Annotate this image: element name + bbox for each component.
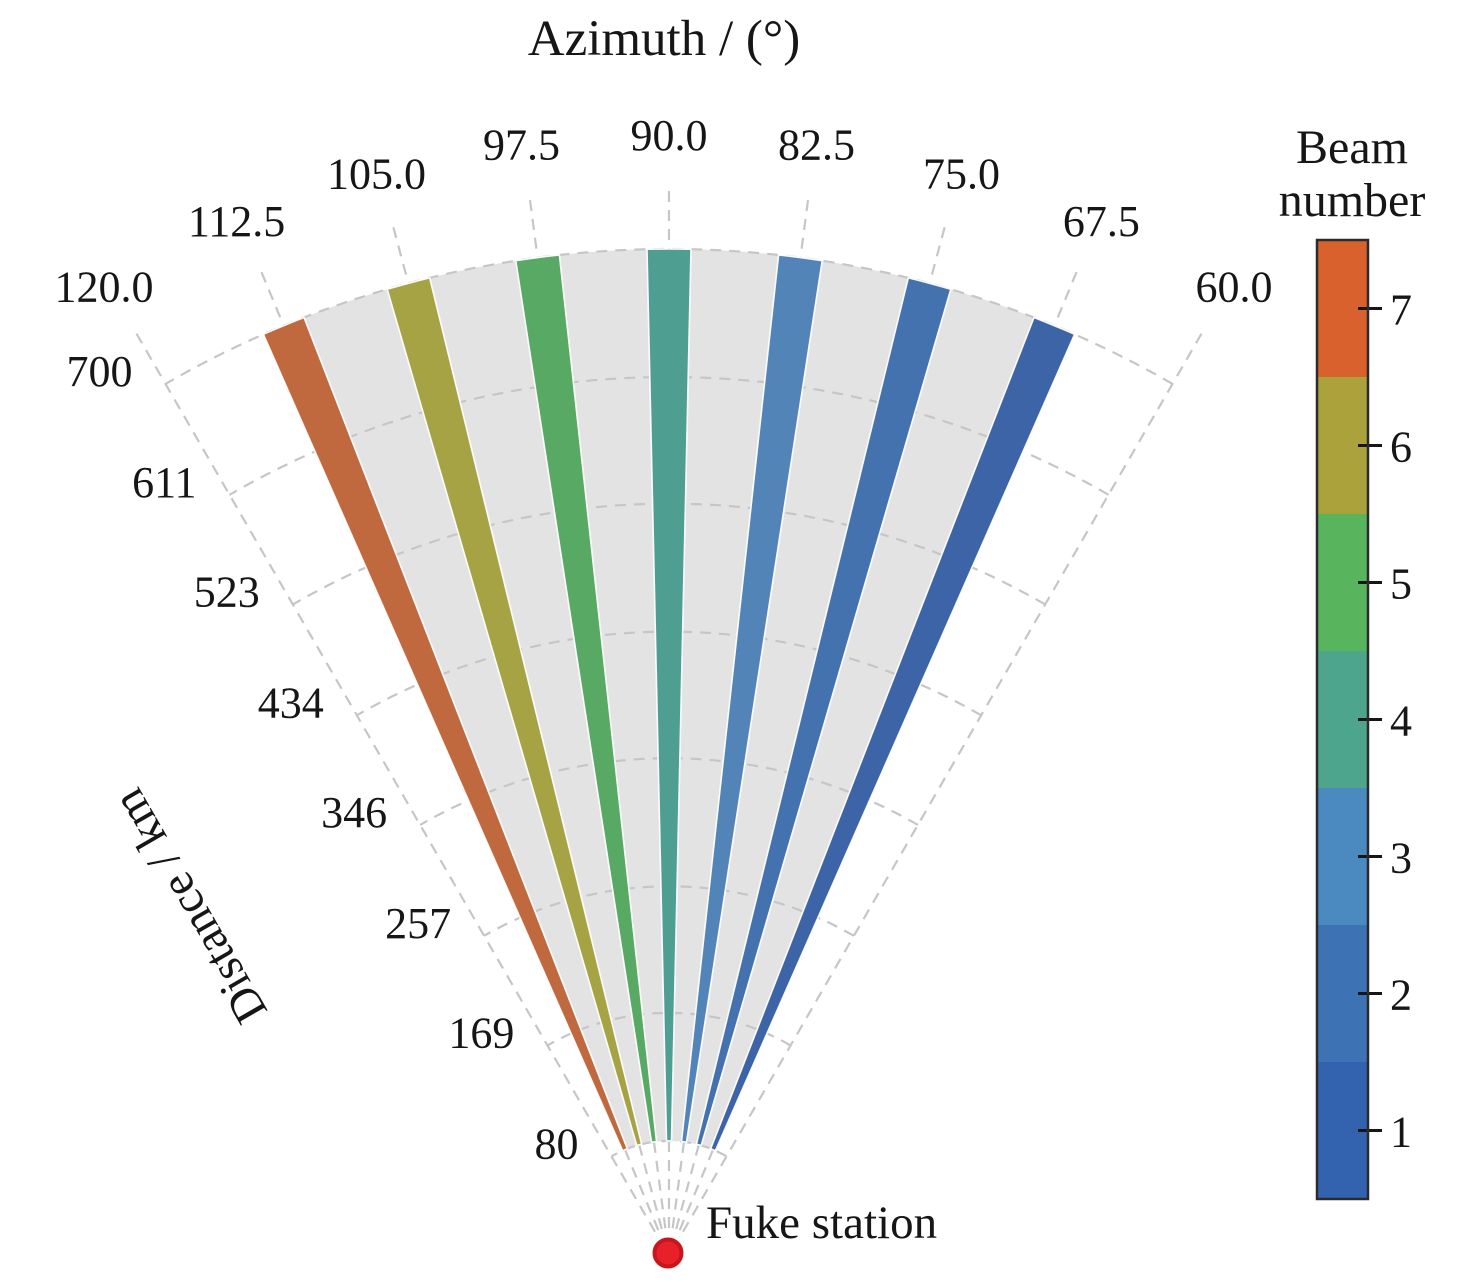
azimuth-tick-label-105.0: 105.0: [327, 150, 426, 199]
station-label: Fuke station: [706, 1197, 938, 1249]
distance-tick-label-257: 257: [385, 899, 451, 948]
azimuth-tick-label-60.0: 60.0: [1196, 262, 1273, 311]
colorbar-tick-label-7: 7: [1390, 286, 1412, 335]
distance-tick-label-611: 611: [132, 458, 196, 507]
beam-5: [514, 254, 658, 1144]
beam-7: [262, 316, 629, 1152]
grid-arc-346km: [419, 757, 919, 826]
grid-arc-700km: [164, 247, 1174, 385]
colorbar-tick-label-3: 3: [1390, 834, 1412, 883]
distance-tick-label-169: 169: [448, 1009, 514, 1058]
fan-chart-generated-layers: 120.0 112.5 105.0 97.5 90.0 82.5 75.0 67.5 60.0 7…: [55, 111, 1412, 1233]
distance-tick-label-80: 80: [535, 1119, 579, 1168]
grid-arc-169km: [546, 1011, 792, 1047]
colorbar-tick-label-4: 4: [1390, 697, 1412, 746]
colorbar-title-line2: number: [1278, 173, 1426, 227]
chart-title: Azimuth / (°): [527, 11, 801, 67]
azimuth-tick-label-120.0: 120.0: [55, 262, 154, 311]
grid-arc-523km: [292, 502, 1046, 606]
colorbar-tick-label-6: 6: [1390, 423, 1412, 472]
colorbar-tick-label-2: 2: [1390, 971, 1412, 1020]
azimuth-tick-label-75.0: 75.0: [923, 150, 1000, 199]
distance-tick-label-523: 523: [194, 568, 260, 617]
grid-line-az-60: [682, 330, 1204, 1233]
beam-2: [695, 276, 952, 1147]
colorbar-tick-label-5: 5: [1390, 560, 1412, 609]
azimuth-tick-label-90.0: 90.0: [631, 111, 708, 160]
beam-6: [386, 276, 643, 1147]
grid-line-az-120: [134, 330, 656, 1233]
azimuth-tick-label-112.5: 112.5: [188, 197, 285, 246]
colorbar-title: Beam number: [1278, 121, 1426, 228]
colorbar-tick-label-1: 1: [1390, 1108, 1412, 1157]
distance-tick-label-346: 346: [321, 788, 387, 837]
colorbar-border: [1315, 238, 1370, 1201]
beam-4: [646, 248, 692, 1142]
station-dot: [652, 1237, 684, 1269]
distance-tick-label-700: 700: [67, 347, 133, 396]
azimuth-tick-label-67.5: 67.5: [1063, 197, 1140, 246]
azimuth-tick-label-97.5: 97.5: [483, 121, 560, 170]
beam-3: [680, 254, 824, 1144]
beam-1: [709, 316, 1076, 1152]
colorbar-title-line1: Beam: [1296, 121, 1408, 174]
distance-tick-label-434: 434: [258, 678, 324, 727]
azimuth-tick-label-82.5: 82.5: [778, 121, 855, 170]
